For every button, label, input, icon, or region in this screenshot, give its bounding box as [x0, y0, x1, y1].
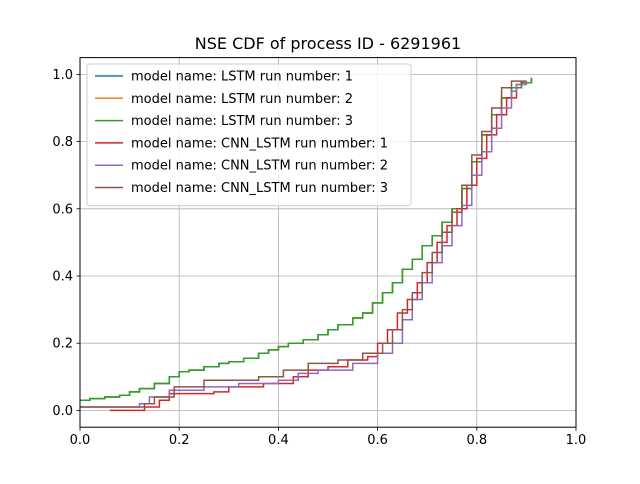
series-line-3: [80, 77, 533, 402]
y-tick-label: 0.6: [52, 202, 73, 217]
legend-label: model name: CNN_LSTM run number: 2: [131, 159, 388, 174]
series-line-6: [80, 80, 527, 408]
x-tick-label: 0.4: [268, 433, 289, 448]
legend-box: [86, 63, 412, 207]
legend-label: model name: LSTM run number: 3: [131, 114, 353, 129]
series-line-5: [80, 81, 528, 408]
y-tick-label: 1.0: [52, 68, 73, 83]
chart-title: NSE CDF of process ID - 6291961: [195, 34, 461, 53]
legend-label: model name: CNN_LSTM run number: 1: [131, 136, 388, 151]
x-tick-label: 0.2: [169, 433, 190, 448]
x-tick-label: 1.0: [566, 433, 587, 448]
legend-label: model name: LSTM run number: 2: [131, 92, 353, 107]
x-tick-label: 0.0: [70, 433, 91, 448]
y-tick-label: 0.2: [52, 337, 73, 352]
legend-label: model name: CNN_LSTM run number: 3: [131, 181, 388, 196]
plot-frame: [79, 57, 577, 428]
y-tick-label: 0.4: [52, 270, 73, 285]
y-tick-label: 0.0: [52, 404, 73, 419]
x-tick-label: 0.6: [367, 433, 388, 448]
legend-label: model name: LSTM run number: 1: [131, 70, 353, 85]
y-tick-label: 0.8: [52, 135, 73, 150]
series-lines: [80, 77, 533, 412]
axis-ticks: 0.0 0.2 0.4 0.6 0.8 1.0 0.0 0.2 0.4 0.6 0.8 1.0: [52, 68, 586, 448]
x-tick-label: 0.8: [466, 433, 487, 448]
legend: model name: LSTM run number: 1 model name…: [86, 63, 412, 207]
